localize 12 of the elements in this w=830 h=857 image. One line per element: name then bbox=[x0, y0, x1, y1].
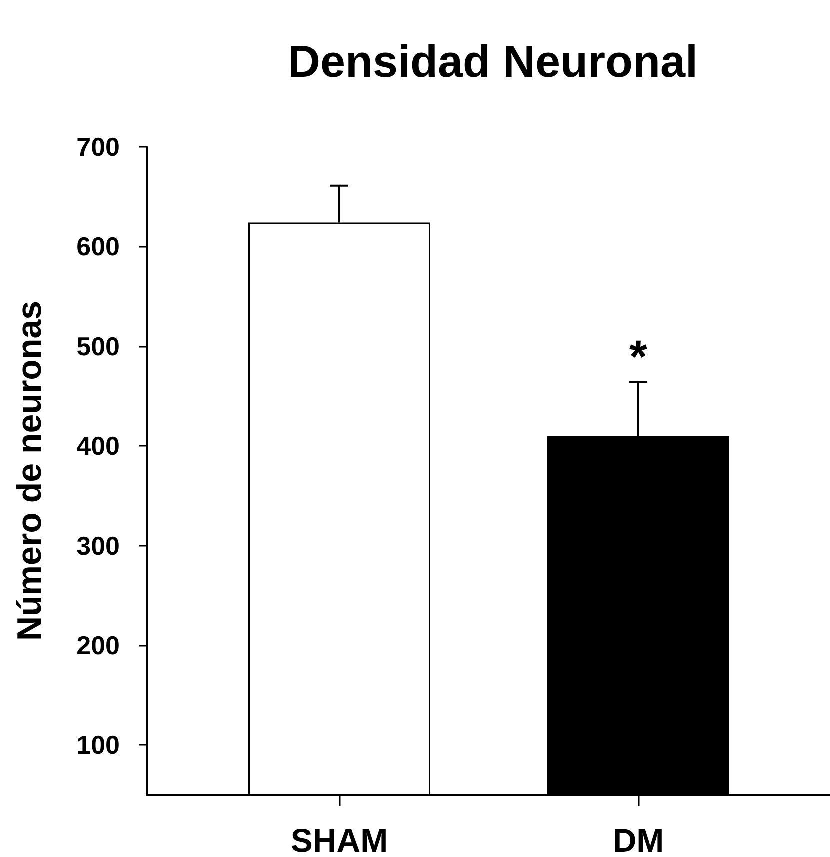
y-axis-title: Número de neuronas bbox=[11, 300, 49, 642]
x-tick-label: SHAM bbox=[290, 822, 388, 857]
y-tick-label: 200 bbox=[76, 630, 120, 660]
y-tick-label: 700 bbox=[76, 132, 120, 162]
chart-title: Densidad Neuronal bbox=[288, 36, 698, 87]
annotation: * bbox=[630, 330, 648, 382]
x-tick-label: DM bbox=[612, 822, 664, 857]
y-tick-label: 400 bbox=[76, 431, 120, 462]
y-tick-label: 600 bbox=[76, 232, 120, 262]
y-tick-label: 500 bbox=[76, 331, 120, 362]
y-tick-label: 300 bbox=[76, 530, 120, 561]
y-tick-label: 100 bbox=[76, 730, 120, 760]
